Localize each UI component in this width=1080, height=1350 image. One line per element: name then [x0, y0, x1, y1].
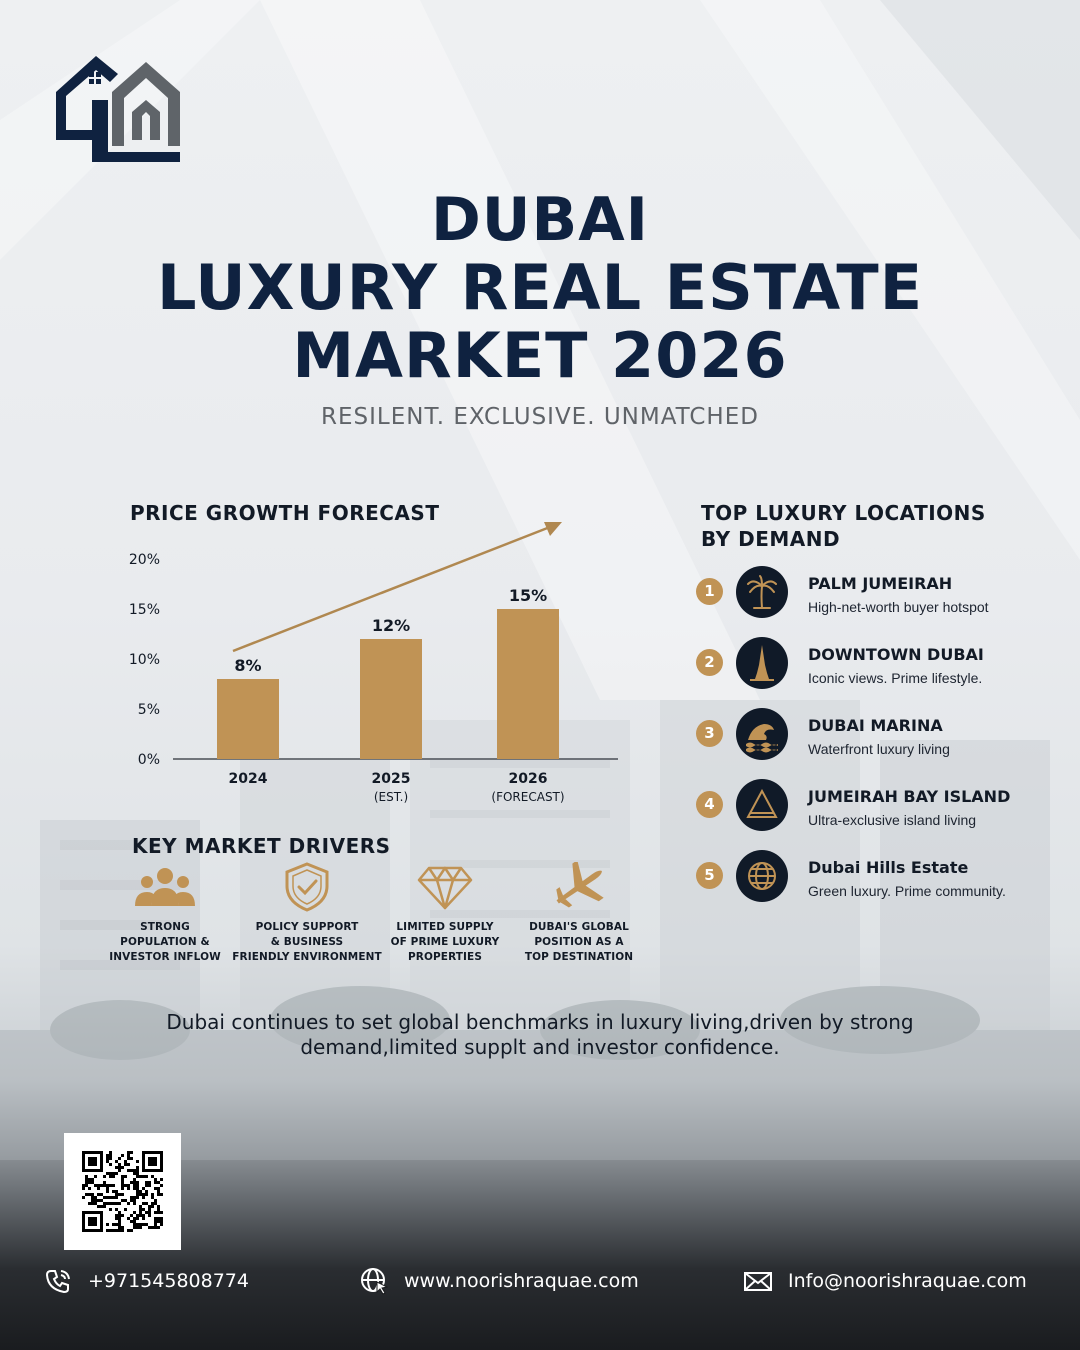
- bar-value-label: 15%: [509, 586, 547, 605]
- email-address: Info@noorishraquae.com: [788, 1270, 1027, 1292]
- x-tick-sublabel: (FORECAST): [491, 790, 564, 804]
- driver-label: DUBAI'S GLOBAL POSITION AS A TOP DESTINA…: [524, 921, 634, 963]
- y-tick-label: 20%: [129, 552, 160, 568]
- x-tick-label: 2025: [372, 771, 411, 787]
- summary-line-2: demand,limited supplt and investor confi…: [300, 1035, 780, 1059]
- price-growth-chart: 0% 5% 10% 15% 20% 8% 2024 12% 2025 (EST.) 15% 2026 (…: [129, 522, 618, 804]
- title-line-2: LUXURY REAL ESTATE: [156, 251, 924, 324]
- rank-badge: 5: [696, 862, 723, 889]
- summary-text: Dubai continues to set global benchmarks…: [0, 1010, 1080, 1060]
- x-tick-label: 2024: [229, 771, 268, 787]
- driver-global-position: DUBAI'S GLOBAL POSITION AS A TOP DESTINA…: [504, 862, 654, 965]
- location-name: DUBAI MARINA: [808, 716, 943, 735]
- location-description: High-net-worth buyer hotspot: [808, 599, 989, 615]
- palm-tree-icon: [736, 566, 788, 618]
- qr-code-pattern: [82, 1151, 163, 1232]
- bar-2026: [497, 609, 559, 759]
- qr-code[interactable]: [64, 1133, 181, 1250]
- bar-2025: [360, 639, 422, 759]
- driver-label: STRONG POPULATION & INVESTOR INFLOW: [109, 921, 221, 963]
- envelope-icon: [744, 1272, 772, 1291]
- x-tick-label: 2026: [509, 771, 548, 787]
- phone-contact[interactable]: +971545808774: [44, 1266, 249, 1296]
- driver-label: POLICY SUPPORT & BUSINESS FRIENDLY ENVIR…: [232, 921, 382, 963]
- summary-line-1: Dubai continues to set global benchmarks…: [166, 1010, 914, 1034]
- driver-policy: POLICY SUPPORT & BUSINESS FRIENDLY ENVIR…: [232, 862, 382, 965]
- title-line-1: DUBAI: [430, 185, 650, 255]
- driver-supply: LIMITED SUPPLY OF PRIME LUXURY PROPERTIE…: [370, 862, 520, 965]
- triangle-island-icon: [736, 779, 788, 831]
- locations-heading-line-1: TOP LUXURY LOCATIONS: [701, 501, 986, 525]
- title-line-3: MARKET 2026: [292, 319, 788, 392]
- location-description: Green luxury. Prime community.: [808, 883, 1006, 899]
- location-description: Ultra-exclusive island living: [808, 812, 977, 828]
- globe-cursor-icon: [361, 1268, 388, 1295]
- rank-badge: 1: [696, 578, 723, 605]
- bar-2024: [217, 679, 279, 759]
- rank-badge: 2: [696, 649, 723, 676]
- locations-heading: TOP LUXURY LOCATIONS BY DEMAND: [701, 500, 986, 552]
- burj-khalifa-icon: [736, 637, 788, 689]
- website-url: www.noorishraquae.com: [404, 1270, 639, 1292]
- location-name: JUMEIRAH BAY ISLAND: [808, 787, 1011, 806]
- phone-number: +971545808774: [88, 1270, 249, 1292]
- bar-value-label: 8%: [234, 656, 261, 675]
- rank-badge: 4: [696, 791, 723, 818]
- location-list: 1 PALM JUMEIRAH High-net-worth buyer hot…: [694, 562, 1064, 917]
- rank-badge: 3: [696, 720, 723, 747]
- driver-population: STRONG POPULATION & INVESTOR INFLOW: [90, 862, 240, 965]
- location-name: PALM JUMEIRAH: [808, 574, 953, 593]
- company-logo: [56, 56, 180, 162]
- globe-icon: [736, 850, 788, 902]
- trend-arrow-head: [544, 522, 562, 536]
- y-tick-label: 15%: [129, 602, 160, 618]
- location-item-palm-jumeirah: 1 PALM JUMEIRAH High-net-worth buyer hot…: [694, 562, 1064, 633]
- people-group-icon: [135, 868, 195, 906]
- main-title: DUBAI LUXURY REAL ESTATE MARKET 2026: [0, 186, 1080, 390]
- location-name: DOWNTOWN DUBAI: [808, 645, 984, 664]
- locations-heading-line-2: BY DEMAND: [701, 527, 841, 551]
- diamond-icon: [417, 866, 473, 910]
- bar-value-label: 12%: [372, 616, 410, 635]
- x-tick-sublabel: (EST.): [374, 790, 408, 804]
- drivers-heading: KEY MARKET DRIVERS: [132, 834, 391, 858]
- location-item-dubai-hills-estate: 5 Dubai Hills Estate Green luxury. Prime…: [694, 846, 1064, 917]
- location-item-dubai-marina: 3 DUBAI MARINA Waterfront luxury living: [694, 704, 1064, 775]
- y-tick-label: 0%: [138, 752, 160, 768]
- airplane-icon: [556, 862, 604, 908]
- tagline: RESILENT. EXCLUSIVE. UNMATCHED: [321, 404, 759, 430]
- y-tick-label: 10%: [129, 652, 160, 668]
- location-item-jumeirah-bay-island: 4 JUMEIRAH BAY ISLAND Ultra-exclusive is…: [694, 775, 1064, 846]
- trend-arrow-line: [232, 525, 551, 653]
- location-item-downtown-dubai: 2 DOWNTOWN DUBAI Iconic views. Prime lif…: [694, 633, 1064, 704]
- shield-check-icon: [285, 862, 329, 912]
- website-contact[interactable]: www.noorishraquae.com: [360, 1266, 639, 1296]
- y-tick-label: 5%: [138, 702, 160, 718]
- market-drivers: STRONG POPULATION & INVESTOR INFLOW POLI…: [100, 862, 640, 982]
- price-growth-heading: PRICE GROWTH FORECAST: [130, 501, 440, 525]
- location-name: Dubai Hills Estate: [808, 858, 969, 877]
- wave-icon: [736, 708, 788, 760]
- location-description: Waterfront luxury living: [808, 741, 950, 757]
- driver-label: LIMITED SUPPLY OF PRIME LUXURY PROPERTIE…: [390, 921, 500, 963]
- location-description: Iconic views. Prime lifestyle.: [808, 670, 983, 686]
- phone-icon: [45, 1270, 70, 1294]
- email-contact[interactable]: Info@noorishraquae.com: [744, 1266, 1027, 1296]
